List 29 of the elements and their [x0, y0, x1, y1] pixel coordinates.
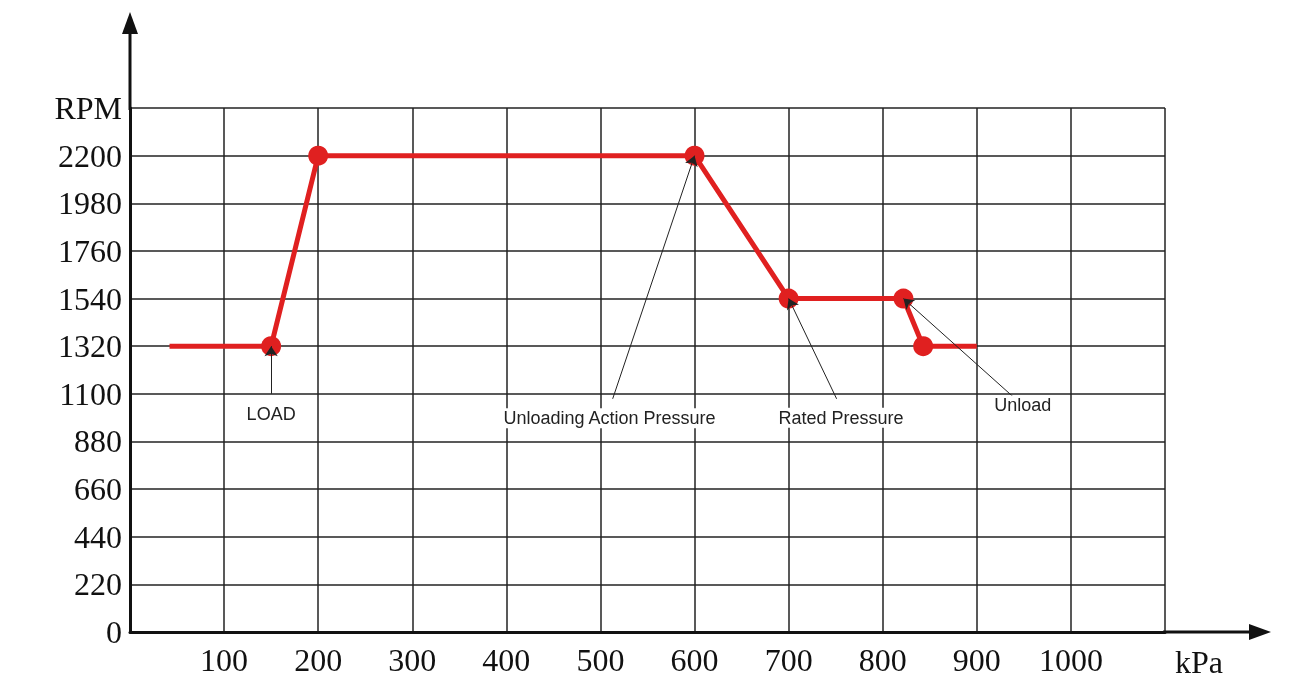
annotation: Rated Pressure: [778, 407, 904, 428]
x-tick-label: 200: [294, 642, 343, 678]
y-tick-label: 2200: [58, 137, 122, 174]
y-tick-label: 1760: [58, 232, 122, 269]
y-tick-label: 1540: [58, 280, 122, 317]
x-tick-label: 600: [670, 642, 719, 678]
x-tick-label: 900: [952, 642, 1001, 678]
y-tick-label: RPM: [54, 90, 122, 126]
y-tick-label: 220: [74, 566, 122, 603]
y-tick-label: 1320: [58, 328, 122, 365]
annotation: LOAD: [246, 403, 296, 424]
x-tick-label: 700: [764, 642, 813, 678]
annotation: Unload: [994, 395, 1052, 416]
x-tick-label: 400: [482, 642, 531, 678]
x-tick-label: 500: [576, 642, 625, 678]
x-tick-label: 1000: [1038, 642, 1103, 678]
annotation: Unloading Action Pressure: [503, 408, 716, 429]
y-tick-label: 660: [74, 471, 122, 508]
x-tick-label: 800: [858, 642, 907, 678]
y-tick-label: 0: [106, 614, 122, 650]
y-tick-label: 1100: [59, 375, 122, 412]
point: [913, 336, 934, 357]
point: [308, 145, 329, 166]
x-axis-title: kPa: [1175, 644, 1223, 680]
x-tick-label: 100: [200, 642, 249, 678]
y-tick-label: 880: [74, 423, 122, 460]
y-tick-label: 1980: [58, 185, 122, 222]
y-tick-label: 440: [74, 518, 122, 555]
x-tick-label: 300: [388, 642, 437, 678]
